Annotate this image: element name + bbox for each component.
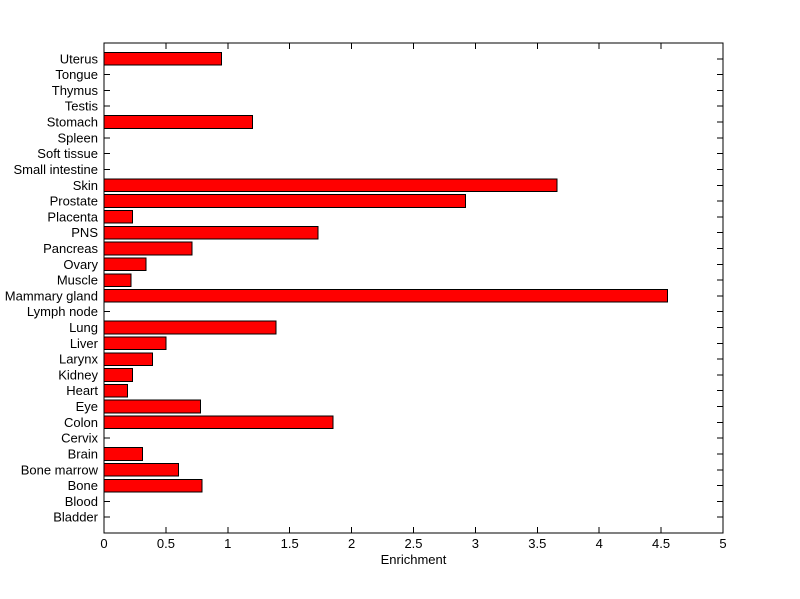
bar-pns — [103, 225, 319, 240]
y-tick-label-brain: Brain — [68, 446, 98, 461]
y-tick-label-lung: Lung — [69, 320, 98, 335]
x-tick-label: 2.5 — [404, 536, 422, 551]
y-tick-label-stomach: Stomach — [47, 115, 98, 130]
bar-colon — [103, 415, 334, 430]
y-tick-label-muscle: Muscle — [57, 273, 98, 288]
y-tick-label-pancreas: Pancreas — [43, 241, 98, 256]
y-tick-label-cervix: Cervix — [61, 431, 98, 446]
y-tick-label-soft-tissue: Soft tissue — [37, 146, 98, 161]
bar-uterus — [103, 51, 223, 66]
y-tick-label-colon: Colon — [64, 415, 98, 430]
x-tick-label: 1 — [224, 536, 231, 551]
y-tick-label-blood: Blood — [65, 494, 98, 509]
bar-kidney — [103, 368, 133, 382]
bar-bone — [103, 478, 203, 493]
bar-ovary — [103, 257, 147, 272]
y-tick-label-bladder: Bladder — [53, 510, 98, 525]
x-tick-label: 2 — [348, 536, 355, 551]
x-tick-label: 5 — [719, 536, 726, 551]
bar-muscle — [103, 273, 132, 287]
bar-mammary-gland — [103, 289, 668, 303]
bar-stomach — [103, 115, 254, 129]
x-tick-label: 4 — [596, 536, 603, 551]
y-tick-label-uterus: Uterus — [60, 51, 99, 66]
bar-lung — [103, 320, 277, 335]
bar-skin — [103, 178, 558, 193]
bar-eye — [103, 399, 202, 414]
y-tick-label-skin: Skin — [73, 178, 98, 193]
bar-brain — [103, 447, 143, 461]
y-tick-label-bone-marrow: Bone marrow — [21, 462, 99, 477]
y-tick-label-liver: Liver — [70, 336, 99, 351]
y-tick-label-kidney: Kidney — [58, 367, 98, 382]
y-tick-label-prostate: Prostate — [50, 194, 98, 209]
x-tick-label: 3 — [472, 536, 479, 551]
x-tick-label: 3.5 — [528, 536, 546, 551]
x-tick-label: 1.5 — [281, 536, 299, 551]
bar-liver — [103, 336, 167, 351]
x-axis-label: Enrichment — [381, 552, 447, 567]
bar-prostate — [103, 194, 466, 208]
y-tick-label-pns: PNS — [71, 225, 98, 240]
x-tick-label: 0 — [100, 536, 107, 551]
y-tick-label-mammary-gland: Mammary gland — [5, 288, 98, 303]
x-tick-label: 0.5 — [157, 536, 175, 551]
y-tick-label-eye: Eye — [76, 399, 98, 414]
y-tick-label-tongue: Tongue — [55, 67, 98, 82]
y-tick-label-lymph-node: Lymph node — [27, 304, 98, 319]
bar-heart — [103, 383, 129, 398]
y-tick-label-thymus: Thymus — [52, 83, 99, 98]
bar-larynx — [103, 352, 153, 366]
y-tick-label-testis: Testis — [65, 99, 99, 114]
bar-bone-marrow — [103, 462, 179, 477]
bar-placenta — [103, 210, 133, 224]
y-tick-label-ovary: Ovary — [63, 257, 98, 272]
x-tick-label: 4.5 — [652, 536, 670, 551]
y-tick-label-small-intestine: Small intestine — [13, 162, 98, 177]
y-tick-label-placenta: Placenta — [47, 209, 98, 224]
y-tick-label-bone: Bone — [68, 478, 98, 493]
y-tick-label-larynx: Larynx — [59, 352, 99, 367]
bar-pancreas — [103, 241, 193, 256]
y-tick-label-spleen: Spleen — [58, 130, 98, 145]
y-tick-label-heart: Heart — [66, 383, 98, 398]
